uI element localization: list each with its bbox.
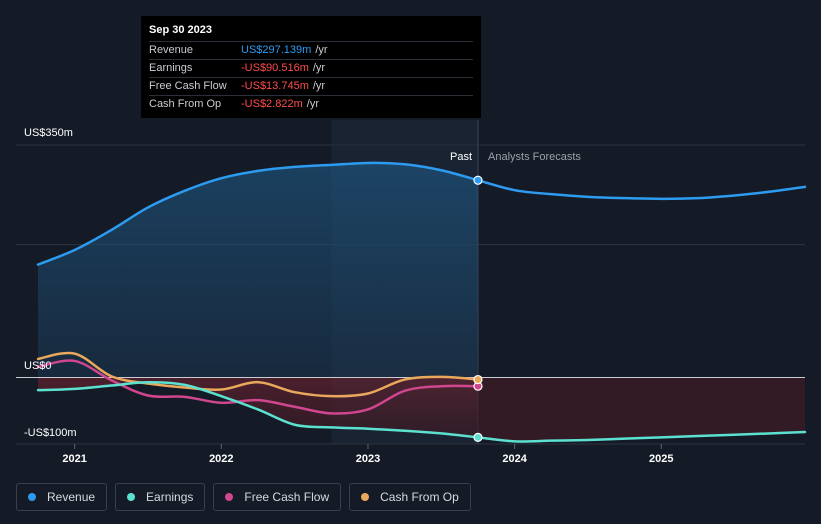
legend-dot-icon bbox=[28, 493, 36, 501]
earnings-forecast-line bbox=[476, 430, 807, 443]
tooltip-label: Earnings bbox=[149, 62, 193, 74]
tooltip-value: -US$13.745m bbox=[241, 80, 309, 92]
legend-item-revenue[interactable]: Revenue bbox=[16, 483, 108, 511]
legend-item-cash-from-op[interactable]: Cash From Op bbox=[349, 483, 471, 511]
y-tick-label-top: US$350m bbox=[24, 127, 73, 139]
earnings-end-marker bbox=[473, 432, 483, 442]
y-tick-label-bottom: -US$100m bbox=[24, 427, 77, 439]
revenue-line bbox=[36, 161, 480, 266]
x-axis-ticks: 2021 2022 2023 2024 2025 bbox=[16, 443, 805, 465]
tooltip-row-cash-from-op: Cash From Op -US$2.822m /yr bbox=[149, 95, 473, 113]
revenue-forecast-line bbox=[476, 178, 807, 201]
y-tick-label-zero: US$0 bbox=[24, 360, 52, 372]
tooltip-unit: /yr bbox=[312, 80, 326, 92]
revenue-area bbox=[37, 162, 478, 378]
legend-label: Earnings bbox=[146, 490, 194, 504]
end-markers bbox=[473, 175, 483, 442]
legend-item-free-cash-flow[interactable]: Free Cash Flow bbox=[213, 483, 342, 511]
tooltip-row-free-cash-flow: Free Cash Flow -US$13.745m /yr bbox=[149, 77, 473, 95]
area-fills bbox=[16, 162, 805, 442]
cash-from-op-end-marker bbox=[473, 374, 483, 385]
legend-label: Free Cash Flow bbox=[244, 490, 330, 504]
x-tick-label: 2024 bbox=[502, 453, 527, 465]
x-tick-label: 2021 bbox=[62, 453, 86, 465]
legend-dot-icon bbox=[225, 493, 234, 501]
tooltip-unit: /yr bbox=[315, 44, 328, 56]
legend-label: Cash From Op bbox=[380, 490, 459, 504]
tooltip-date: Sep 30 2023 bbox=[149, 24, 212, 36]
tooltip-value: -US$2.822m bbox=[241, 98, 303, 110]
tooltip-label: Cash From Op bbox=[149, 98, 222, 110]
earnings-line bbox=[36, 380, 480, 439]
legend-dot-icon bbox=[127, 493, 136, 501]
forecast-label: Analysts Forecasts bbox=[488, 151, 581, 163]
tooltip-value: US$297.139m bbox=[241, 44, 312, 56]
legend-item-earnings[interactable]: Earnings bbox=[115, 483, 206, 511]
series-lines bbox=[36, 161, 807, 443]
x-tick-label: 2023 bbox=[356, 453, 380, 465]
legend-dot-icon bbox=[361, 493, 370, 501]
forecast-negative-area bbox=[477, 377, 805, 442]
tooltip-label: Free Cash Flow bbox=[149, 80, 227, 92]
tooltip-unit: /yr bbox=[306, 98, 319, 110]
tooltip-row-earnings: Earnings -US$90.516m /yr bbox=[149, 59, 473, 77]
legend-label: Revenue bbox=[47, 490, 96, 504]
legend: Revenue Earnings Free Cash Flow Cash Fro… bbox=[16, 483, 471, 511]
axis-labels: US$350m US$0 -US$100m Past Analysts Fore… bbox=[24, 127, 581, 439]
tooltip: Sep 30 2023 Revenue US$297.139m /yr Earn… bbox=[141, 16, 481, 118]
x-tick-label: 2022 bbox=[209, 453, 233, 465]
past-label: Past bbox=[450, 151, 472, 163]
free-cash-flow-line bbox=[36, 359, 480, 415]
revenue-end-marker bbox=[473, 175, 483, 185]
tooltip-unit: /yr bbox=[312, 62, 326, 74]
x-tick-label: 2025 bbox=[649, 453, 673, 465]
cash-from-op-line bbox=[36, 351, 480, 398]
tooltip-row-revenue: Revenue US$297.139m /yr bbox=[149, 41, 473, 59]
tooltip-value: -US$90.516m bbox=[241, 62, 309, 74]
tooltip-label: Revenue bbox=[149, 44, 194, 56]
